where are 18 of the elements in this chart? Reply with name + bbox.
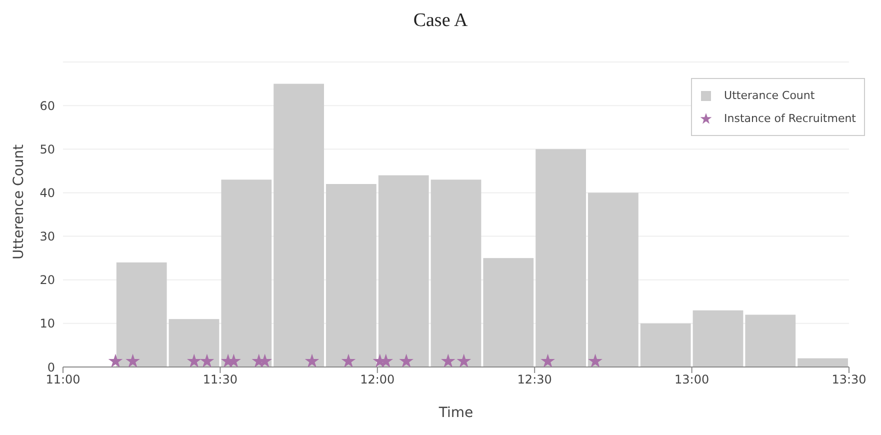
x-axis-title: Time xyxy=(438,405,474,421)
x-tick-label: 13:00 xyxy=(674,372,710,387)
y-tick-label: 60 xyxy=(40,98,55,113)
y-tick-label: 20 xyxy=(40,273,55,288)
x-tick-label: 11:00 xyxy=(46,372,80,387)
y-axis-title: Utterence Count xyxy=(10,144,27,260)
y-tick-label: 50 xyxy=(40,142,55,156)
x-tick-label: 12:00 xyxy=(360,372,395,387)
legend-label: Instance of Recruitment xyxy=(724,111,856,127)
x-tick-label: 13:30 xyxy=(832,372,866,387)
y-tick-label: 30 xyxy=(40,230,55,244)
y-tick-label: 10 xyxy=(40,316,55,331)
chart-title: Case A xyxy=(412,9,469,33)
x-tick-label: 12:30 xyxy=(517,372,552,387)
x-tick-label: 11:30 xyxy=(202,372,238,387)
legend-label: Utterance Count xyxy=(724,88,815,104)
y-tick-label: 0 xyxy=(47,360,55,374)
y-tick-label: 40 xyxy=(40,186,55,200)
